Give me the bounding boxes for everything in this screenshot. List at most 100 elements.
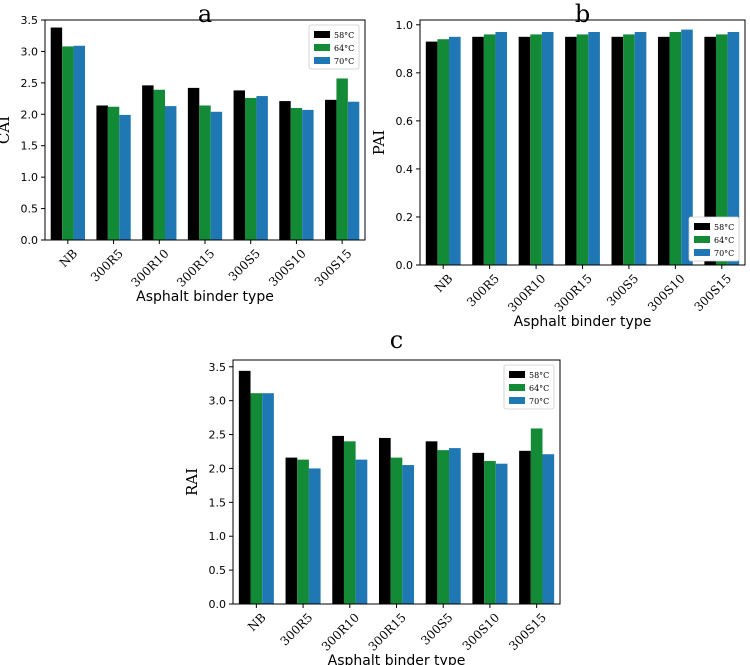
y-tick-label: 0.4 [396,163,414,176]
bar-300S10-0 [279,101,291,240]
y-tick-label: 0.0 [21,234,39,247]
bar-300S5-1 [245,97,257,240]
legend-swatch-1 [509,384,525,391]
bar-300S15-1 [715,34,728,265]
y-tick-label: 0.5 [209,564,227,577]
legend-swatch-1 [694,236,710,243]
legend-label-2: 70°C [334,57,354,66]
bar-300R15-1 [390,457,403,604]
y-tick-label: 2.5 [209,429,227,442]
bar-300S15-2 [347,101,360,240]
bar-300S10-2 [495,463,508,604]
x-tick-label: 300S10 [266,246,309,289]
bar-300R5-2 [308,468,321,604]
y-tick-label: 0.8 [396,67,414,80]
y-axis-label: PAI [370,130,388,156]
y-tick-label: 2.5 [21,77,39,90]
y-tick-label: 1.0 [209,530,227,543]
bar-300R5-0 [285,457,298,604]
bar-300S5-0 [611,36,624,266]
bar-300R10-0 [518,36,531,266]
x-tick-label: 300S15 [506,610,549,653]
bar-300R5-2 [495,32,508,266]
legend-label-2: 70°C [714,249,734,258]
bar-300R10-1 [530,34,542,265]
bar-300R5-1 [107,106,120,240]
bar-300R5-1 [483,34,496,265]
panel-title: a [198,0,212,28]
y-tick-label: 1.0 [21,171,39,184]
bar-300S10-1 [484,460,496,604]
x-tick-label: NB [57,246,81,270]
bar-300R15-2 [588,32,600,266]
legend-swatch-1 [314,44,330,51]
y-tick-label: 3.0 [209,395,227,408]
bar-300R10-2 [165,106,177,240]
bar-300S10-2 [681,29,693,265]
bar-300S5-1 [437,450,450,604]
bar-NB-2 [262,393,274,604]
bar-300R15-0 [187,87,200,240]
chart-b: b NB 300R5 300R10 300R15 300S5 300S10 300S15 0.0… [370,0,746,330]
bar-300R5-2 [119,114,131,240]
y-axis-label: RAI [183,468,201,496]
bar-300R10-1 [343,441,356,604]
legend-label-1: 64°C [714,236,734,245]
bar-300R15-0 [565,36,577,266]
legend-swatch-0 [509,371,525,378]
bar-300S5-2 [449,448,461,604]
y-tick-label: 0.0 [209,598,227,611]
chart-c: c NB 300R5 300R10 300R15 300S5 300S10 300S15 0.0… [183,326,561,665]
bar-300R15-0 [378,437,391,604]
x-tick-label: 300S5 [226,246,263,283]
x-tick-label: 300R15 [174,246,217,289]
bar-300S5-2 [256,96,268,240]
bar-300S10-2 [302,109,314,240]
panel-title: c [390,326,403,354]
y-tick-label: 3.0 [21,45,39,58]
x-tick-label: 300S15 [312,246,355,289]
legend-label-2: 70°C [529,397,549,406]
x-tick-label: 300R15 [366,610,409,653]
x-tick-label: 300R5 [88,246,126,284]
legend: 58°C 64°C 70°C [308,24,360,70]
x-tick-label: NB [245,610,269,634]
bar-300R5-1 [297,459,309,604]
bar-300R10-2 [541,32,554,266]
bar-300R5-0 [96,105,108,240]
bar-300S5-1 [623,34,635,265]
y-tick-label: 3.5 [21,14,39,27]
legend-swatch-0 [694,223,710,230]
y-tick-label: 1.5 [209,496,227,509]
legend-swatch-2 [314,57,330,64]
legend-label-0: 58°C [529,371,549,380]
y-axis-label: CAI [0,116,13,144]
bar-300S15-0 [325,99,337,240]
plot-frame [44,19,366,241]
bar-300S5-2 [634,32,647,266]
bar-300R10-0 [332,435,344,604]
bar-300S15-1 [530,428,543,604]
bar-300S10-0 [657,36,670,266]
y-tick-label: 0.5 [21,203,39,216]
legend-label-0: 58°C [334,31,354,40]
x-tick-label: 300S15 [691,271,734,314]
bar-300S15-0 [519,450,531,604]
bar-300S15-2 [542,454,555,604]
bar-300R15-1 [576,34,589,265]
legend: 58°C 64°C 70°C [503,364,555,410]
bar-300S5-0 [425,441,438,604]
y-tick-label: 1.0 [396,19,414,32]
x-tick-label: 300R5 [464,271,502,309]
chart-a: a NB 300R5 300R10 300R15 300S5 300S10 300S15 0.0… [0,0,366,305]
bar-300S10-1 [290,108,303,240]
legend-label-1: 64°C [529,384,549,393]
y-tick-label: 3.5 [209,361,227,374]
bar-300R10-0 [142,85,154,240]
x-axis-label: Asphalt binder type [136,289,274,305]
x-tick-label: 300S10 [460,610,503,653]
bar-NB-2 [73,45,85,241]
bar-NB-0 [50,27,63,240]
bar-300S5-0 [233,90,245,241]
